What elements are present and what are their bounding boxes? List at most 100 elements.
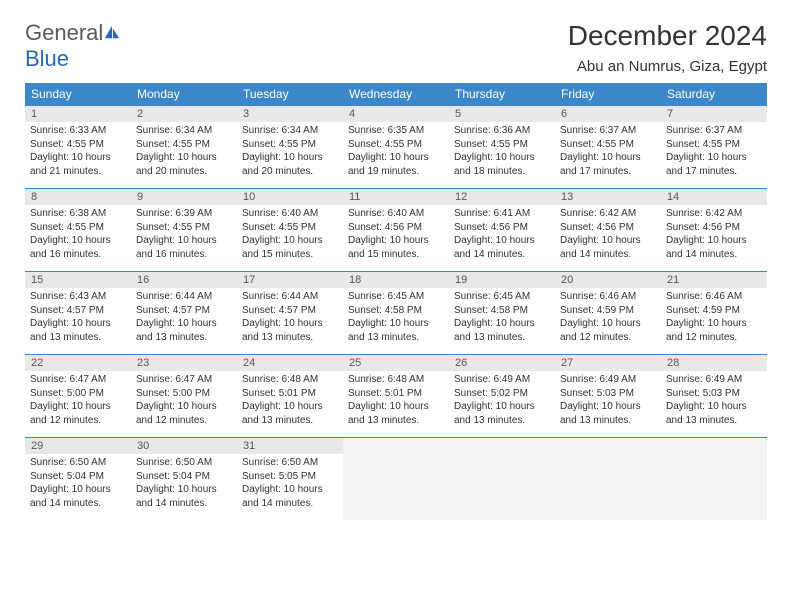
daylight-line: Daylight: 10 hours and 17 minutes. <box>560 151 656 178</box>
day-content: Sunrise: 6:44 AMSunset: 4:57 PMDaylight:… <box>131 288 237 348</box>
title-block: December 2024 Abu an Numrus, Giza, Egypt <box>568 20 767 75</box>
day-number: 30 <box>131 438 237 454</box>
calendar-cell: 9Sunrise: 6:39 AMSunset: 4:55 PMDaylight… <box>131 189 237 272</box>
sunrise-line: Sunrise: 6:47 AM <box>136 373 232 387</box>
day-content: Sunrise: 6:34 AMSunset: 4:55 PMDaylight:… <box>237 122 343 182</box>
day-content: Sunrise: 6:44 AMSunset: 4:57 PMDaylight:… <box>237 288 343 348</box>
sunrise-line: Sunrise: 6:50 AM <box>136 456 232 470</box>
daylight-line: Daylight: 10 hours and 12 minutes. <box>560 317 656 344</box>
calendar-table: SundayMondayTuesdayWednesdayThursdayFrid… <box>25 83 767 520</box>
weekday-header: Thursday <box>449 83 555 106</box>
daylight-line: Daylight: 10 hours and 17 minutes. <box>666 151 762 178</box>
daylight-line: Daylight: 10 hours and 19 minutes. <box>348 151 444 178</box>
calendar-row: 1Sunrise: 6:33 AMSunset: 4:55 PMDaylight… <box>25 106 767 189</box>
day-number: 31 <box>237 438 343 454</box>
logo-part2: Blue <box>25 46 69 71</box>
sunrise-line: Sunrise: 6:44 AM <box>242 290 338 304</box>
calendar-cell: 14Sunrise: 6:42 AMSunset: 4:56 PMDayligh… <box>661 189 767 272</box>
sunrise-line: Sunrise: 6:47 AM <box>30 373 126 387</box>
sunrise-line: Sunrise: 6:44 AM <box>136 290 232 304</box>
day-number: 7 <box>661 106 767 122</box>
day-number: 3 <box>237 106 343 122</box>
location: Abu an Numrus, Giza, Egypt <box>568 58 767 75</box>
daylight-line: Daylight: 10 hours and 18 minutes. <box>454 151 550 178</box>
day-content: Sunrise: 6:37 AMSunset: 4:55 PMDaylight:… <box>555 122 661 182</box>
daylight-line: Daylight: 10 hours and 12 minutes. <box>666 317 762 344</box>
calendar-cell: 28Sunrise: 6:49 AMSunset: 5:03 PMDayligh… <box>661 355 767 438</box>
sunset-line: Sunset: 5:05 PM <box>242 470 338 484</box>
day-number: 15 <box>25 272 131 288</box>
day-content: Sunrise: 6:43 AMSunset: 4:57 PMDaylight:… <box>25 288 131 348</box>
daylight-line: Daylight: 10 hours and 13 minutes. <box>348 400 444 427</box>
sunrise-line: Sunrise: 6:46 AM <box>666 290 762 304</box>
sunrise-line: Sunrise: 6:35 AM <box>348 124 444 138</box>
sunset-line: Sunset: 4:55 PM <box>30 138 126 152</box>
calendar-cell <box>555 438 661 521</box>
calendar-cell: 10Sunrise: 6:40 AMSunset: 4:55 PMDayligh… <box>237 189 343 272</box>
sunset-line: Sunset: 5:04 PM <box>136 470 232 484</box>
sunrise-line: Sunrise: 6:48 AM <box>348 373 444 387</box>
day-number: 26 <box>449 355 555 371</box>
daylight-line: Daylight: 10 hours and 13 minutes. <box>666 400 762 427</box>
calendar-cell: 8Sunrise: 6:38 AMSunset: 4:55 PMDaylight… <box>25 189 131 272</box>
logo-part1: General <box>25 20 103 45</box>
weekday-header: Wednesday <box>343 83 449 106</box>
sunset-line: Sunset: 4:55 PM <box>454 138 550 152</box>
daylight-line: Daylight: 10 hours and 13 minutes. <box>30 317 126 344</box>
calendar-cell: 1Sunrise: 6:33 AMSunset: 4:55 PMDaylight… <box>25 106 131 189</box>
calendar-cell: 15Sunrise: 6:43 AMSunset: 4:57 PMDayligh… <box>25 272 131 355</box>
day-content: Sunrise: 6:40 AMSunset: 4:56 PMDaylight:… <box>343 205 449 265</box>
sunrise-line: Sunrise: 6:42 AM <box>666 207 762 221</box>
calendar-cell: 26Sunrise: 6:49 AMSunset: 5:02 PMDayligh… <box>449 355 555 438</box>
logo-text: GeneralBlue <box>25 20 121 72</box>
sunrise-line: Sunrise: 6:45 AM <box>454 290 550 304</box>
sunset-line: Sunset: 4:55 PM <box>348 138 444 152</box>
calendar-cell: 18Sunrise: 6:45 AMSunset: 4:58 PMDayligh… <box>343 272 449 355</box>
calendar-cell: 30Sunrise: 6:50 AMSunset: 5:04 PMDayligh… <box>131 438 237 521</box>
day-content: Sunrise: 6:42 AMSunset: 4:56 PMDaylight:… <box>555 205 661 265</box>
sunset-line: Sunset: 4:55 PM <box>242 221 338 235</box>
logo: GeneralBlue <box>25 20 121 72</box>
day-content: Sunrise: 6:46 AMSunset: 4:59 PMDaylight:… <box>555 288 661 348</box>
sunset-line: Sunset: 4:56 PM <box>666 221 762 235</box>
sunrise-line: Sunrise: 6:39 AM <box>136 207 232 221</box>
daylight-line: Daylight: 10 hours and 15 minutes. <box>348 234 444 261</box>
sunrise-line: Sunrise: 6:49 AM <box>666 373 762 387</box>
day-content: Sunrise: 6:37 AMSunset: 4:55 PMDaylight:… <box>661 122 767 182</box>
sunset-line: Sunset: 4:55 PM <box>666 138 762 152</box>
sunset-line: Sunset: 4:55 PM <box>136 221 232 235</box>
day-content: Sunrise: 6:35 AMSunset: 4:55 PMDaylight:… <box>343 122 449 182</box>
sunrise-line: Sunrise: 6:42 AM <box>560 207 656 221</box>
day-content: Sunrise: 6:49 AMSunset: 5:03 PMDaylight:… <box>555 371 661 431</box>
day-content: Sunrise: 6:49 AMSunset: 5:02 PMDaylight:… <box>449 371 555 431</box>
sunrise-line: Sunrise: 6:40 AM <box>242 207 338 221</box>
day-content: Sunrise: 6:50 AMSunset: 5:04 PMDaylight:… <box>131 454 237 514</box>
calendar-cell: 21Sunrise: 6:46 AMSunset: 4:59 PMDayligh… <box>661 272 767 355</box>
sunset-line: Sunset: 5:00 PM <box>30 387 126 401</box>
daylight-line: Daylight: 10 hours and 13 minutes. <box>136 317 232 344</box>
calendar-cell: 17Sunrise: 6:44 AMSunset: 4:57 PMDayligh… <box>237 272 343 355</box>
calendar-body: 1Sunrise: 6:33 AMSunset: 4:55 PMDaylight… <box>25 106 767 521</box>
day-content: Sunrise: 6:50 AMSunset: 5:05 PMDaylight:… <box>237 454 343 514</box>
calendar-cell: 5Sunrise: 6:36 AMSunset: 4:55 PMDaylight… <box>449 106 555 189</box>
day-content: Sunrise: 6:38 AMSunset: 4:55 PMDaylight:… <box>25 205 131 265</box>
sunrise-line: Sunrise: 6:48 AM <box>242 373 338 387</box>
day-content: Sunrise: 6:48 AMSunset: 5:01 PMDaylight:… <box>237 371 343 431</box>
day-number: 5 <box>449 106 555 122</box>
day-number: 10 <box>237 189 343 205</box>
day-number: 6 <box>555 106 661 122</box>
weekday-header: Saturday <box>661 83 767 106</box>
day-content: Sunrise: 6:45 AMSunset: 4:58 PMDaylight:… <box>343 288 449 348</box>
sunrise-line: Sunrise: 6:45 AM <box>348 290 444 304</box>
calendar-cell: 27Sunrise: 6:49 AMSunset: 5:03 PMDayligh… <box>555 355 661 438</box>
daylight-line: Daylight: 10 hours and 13 minutes. <box>454 317 550 344</box>
day-content: Sunrise: 6:48 AMSunset: 5:01 PMDaylight:… <box>343 371 449 431</box>
day-number: 20 <box>555 272 661 288</box>
daylight-line: Daylight: 10 hours and 16 minutes. <box>30 234 126 261</box>
daylight-line: Daylight: 10 hours and 14 minutes. <box>136 483 232 510</box>
calendar-cell: 31Sunrise: 6:50 AMSunset: 5:05 PMDayligh… <box>237 438 343 521</box>
day-content: Sunrise: 6:50 AMSunset: 5:04 PMDaylight:… <box>25 454 131 514</box>
calendar-cell: 3Sunrise: 6:34 AMSunset: 4:55 PMDaylight… <box>237 106 343 189</box>
calendar-cell: 23Sunrise: 6:47 AMSunset: 5:00 PMDayligh… <box>131 355 237 438</box>
daylight-line: Daylight: 10 hours and 13 minutes. <box>454 400 550 427</box>
